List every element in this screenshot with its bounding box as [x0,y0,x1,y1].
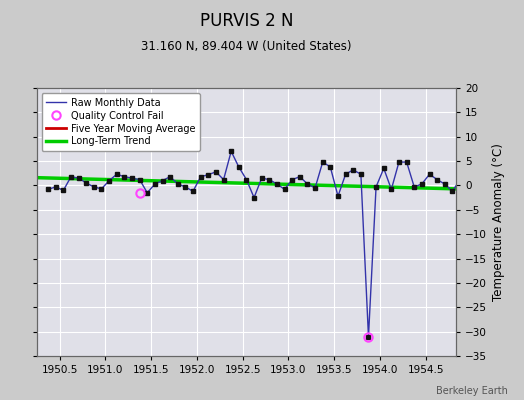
Y-axis label: Temperature Anomaly (°C): Temperature Anomaly (°C) [493,143,506,301]
Text: 31.160 N, 89.404 W (United States): 31.160 N, 89.404 W (United States) [141,40,352,53]
Raw Monthly Data [312,186,318,190]
Text: Berkeley Earth: Berkeley Earth [436,386,508,396]
Raw Monthly Data [365,334,372,339]
Raw Monthly Data [45,187,51,192]
Raw Monthly Data [198,174,204,179]
Quality Control Fail [137,190,143,195]
Raw Monthly Data [327,164,333,169]
Raw Monthly Data [228,149,234,154]
Quality Control Fail [365,334,372,339]
Raw Monthly Data [52,184,59,189]
Raw Monthly Data [289,177,296,182]
Line: Raw Monthly Data: Raw Monthly Data [48,151,467,336]
Legend: Raw Monthly Data, Quality Control Fail, Five Year Moving Average, Long-Term Tren: Raw Monthly Data, Quality Control Fail, … [41,93,200,151]
Raw Monthly Data [464,178,471,183]
Line: Quality Control Fail: Quality Control Fail [136,188,373,341]
Text: PURVIS 2 N: PURVIS 2 N [200,12,293,30]
Raw Monthly Data [380,166,387,171]
